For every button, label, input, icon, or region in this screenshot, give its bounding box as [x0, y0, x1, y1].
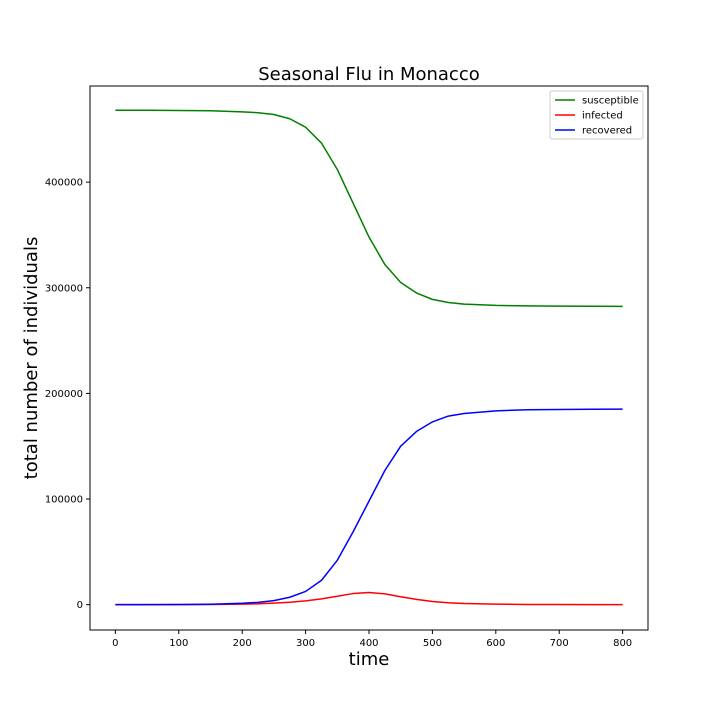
y-tick-label: 100000 [45, 495, 83, 506]
series-lines [115, 109, 623, 606]
chart-title: Seasonal Flu in Monacco [258, 64, 479, 85]
x-tick-label: 200 [233, 638, 252, 649]
legend-label-infected: infected [582, 111, 623, 122]
legend-label-recovered: recovered [582, 126, 632, 137]
y-axis-label: total number of individuals [21, 237, 42, 480]
series-line-susceptible [115, 109, 623, 308]
x-tick-label: 300 [296, 638, 315, 649]
legend-box [549, 90, 644, 140]
series-line-recovered [115, 408, 623, 606]
y-tick-label: 200000 [45, 389, 83, 400]
y-tick-label: 300000 [45, 283, 83, 294]
x-tick-label: 400 [359, 638, 378, 649]
x-axis-ticks: 0 100 200 300 400 500 600 700 800 [112, 630, 632, 649]
y-tick-label: 0 [77, 600, 83, 611]
x-tick-label: 0 [112, 638, 118, 649]
y-tick-label: 400000 [45, 178, 83, 189]
legend: susceptible infected recovered [549, 90, 644, 140]
y-axis-ticks: 0 100000 200000 300000 400000 [45, 178, 90, 611]
x-axis-label: time [349, 649, 390, 670]
series-line-infected [115, 591, 623, 606]
x-tick-label: 600 [486, 638, 505, 649]
x-tick-label: 500 [423, 638, 442, 649]
legend-label-susceptible: susceptible [582, 96, 639, 107]
x-tick-label: 700 [550, 638, 569, 649]
plot-area-frame [89, 85, 649, 631]
x-tick-label: 800 [613, 638, 632, 649]
x-tick-label: 100 [169, 638, 188, 649]
